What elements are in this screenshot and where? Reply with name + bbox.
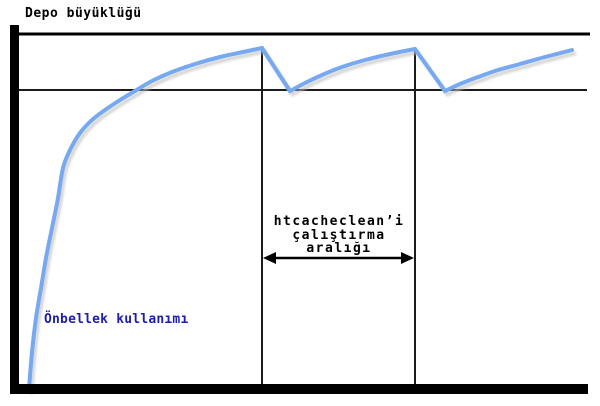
interval-annotation-line-2: çalıştırma	[292, 227, 386, 243]
curve-label: Önbellek kullanımı	[44, 312, 189, 327]
interval-annotation-line-1: htcacheclean’i	[273, 214, 405, 229]
interval-annotation-line-3: aralığı	[306, 241, 372, 256]
interval-annotation: htcacheclean’i çalıştırma aralığı	[239, 215, 439, 256]
y-axis-title: Depo büyüklüğü	[25, 6, 142, 21]
